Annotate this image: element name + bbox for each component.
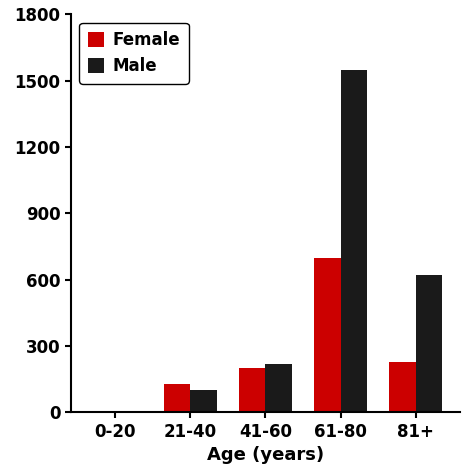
Legend: Female, Male: Female, Male [80, 23, 189, 83]
X-axis label: Age (years): Age (years) [207, 447, 324, 465]
Bar [314, 257, 341, 412]
Bar [265, 364, 292, 412]
Bar [164, 383, 190, 412]
Bar [416, 275, 442, 412]
Bar [390, 362, 416, 412]
Bar [341, 70, 367, 412]
Bar [239, 368, 265, 412]
Bar [190, 390, 217, 412]
